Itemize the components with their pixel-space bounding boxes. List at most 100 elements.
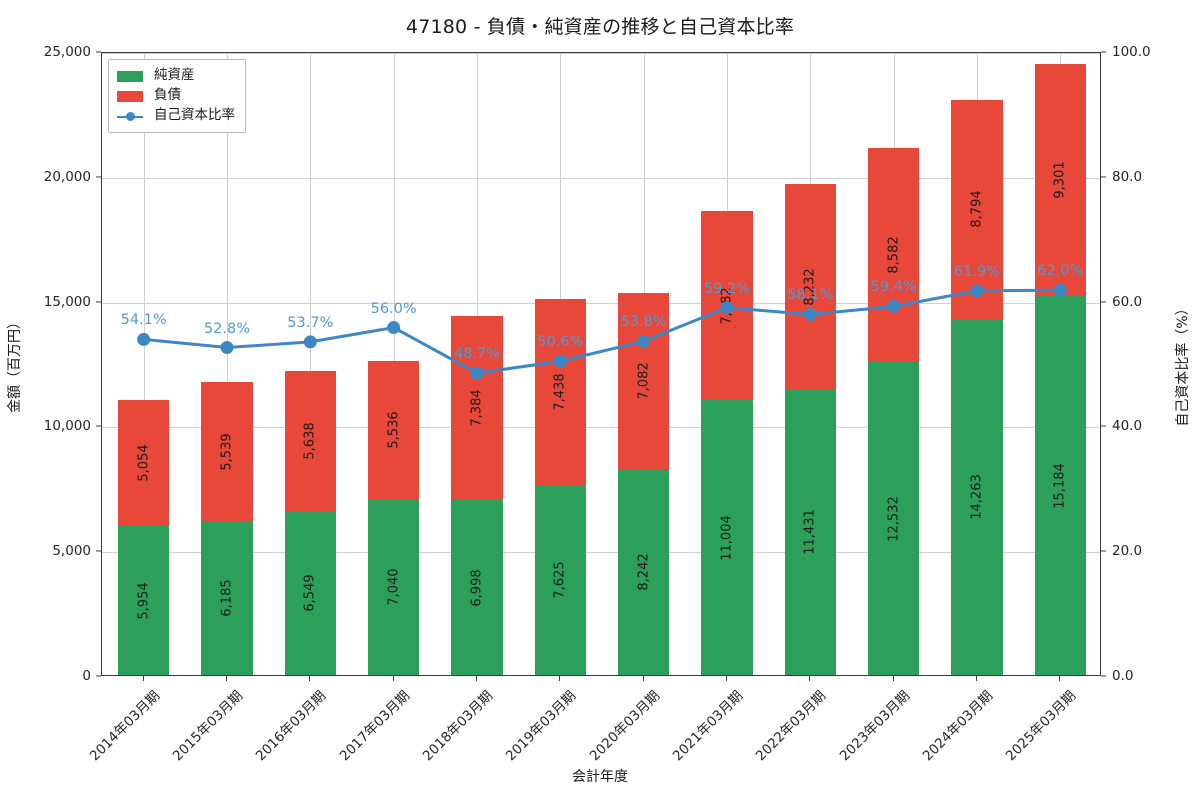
ratio-marker[interactable] bbox=[220, 341, 234, 355]
tick-mark-right bbox=[1101, 425, 1106, 427]
ratio-marker[interactable] bbox=[137, 332, 151, 346]
ratio-data-label: 59.2% bbox=[703, 280, 751, 297]
gridline-horizontal bbox=[102, 552, 1100, 554]
gridline-horizontal bbox=[102, 427, 1100, 429]
y-axis-right-tick: 20.0 bbox=[1112, 543, 1143, 560]
bar-group[interactable]: 7,040 5,536 bbox=[367, 51, 420, 675]
bar-group[interactable]: 15,184 9,301 bbox=[1034, 51, 1087, 675]
gridline-vertical bbox=[310, 53, 311, 675]
bar-segment-equity[interactable]: 7,625 bbox=[534, 484, 587, 675]
tick-mark-left bbox=[96, 425, 101, 427]
bar-group[interactable]: 11,431 8,232 bbox=[784, 51, 837, 675]
tick-mark-x bbox=[893, 676, 895, 681]
bar-group[interactable]: 6,998 7,384 bbox=[451, 51, 503, 675]
tick-mark-x bbox=[309, 676, 311, 681]
tick-mark-left bbox=[96, 675, 101, 677]
bar-segment-equity[interactable]: 6,185 bbox=[201, 520, 253, 675]
legend-label-equity: 純資産 bbox=[154, 67, 195, 84]
ratio-data-label: 53.8% bbox=[620, 314, 667, 331]
bar-segment-equity[interactable]: 7,040 bbox=[367, 499, 420, 675]
bar-group[interactable]: 7,625 7,438 bbox=[534, 51, 587, 675]
y-axis-right-tick: 60.0 bbox=[1112, 293, 1143, 310]
ratio-marker[interactable] bbox=[637, 334, 651, 348]
bar-segment-equity[interactable]: 8,242 bbox=[617, 469, 670, 675]
x-axis-tick: 2021年03月期 bbox=[669, 687, 747, 765]
ratio-marker[interactable] bbox=[303, 335, 317, 349]
bar-segment-equity[interactable]: 12,532 bbox=[867, 362, 920, 675]
legend-swatch-liabilities bbox=[117, 90, 143, 102]
bar-segment-liabilities[interactable]: 7,438 bbox=[534, 299, 587, 485]
legend-item-equity-ratio[interactable]: 自己資本比率 bbox=[117, 106, 235, 126]
y-axis-left-tick: 10,000 bbox=[43, 418, 91, 435]
bar-group[interactable]: 12,532 8,582 bbox=[867, 51, 920, 675]
ratio-line-path bbox=[142, 288, 1062, 375]
bar-segment-liabilities[interactable]: 7,082 bbox=[617, 292, 670, 470]
ratio-marker[interactable] bbox=[803, 307, 817, 321]
ratio-data-label: 61.9% bbox=[953, 263, 1001, 280]
bar-group[interactable]: 8,242 7,082 bbox=[617, 51, 670, 675]
ratio-data-label: 53.7% bbox=[287, 314, 334, 331]
ratio-line-series bbox=[137, 283, 1067, 380]
y-axis-left-tick: 25,000 bbox=[43, 44, 91, 60]
tick-mark-right bbox=[1101, 675, 1106, 677]
bar-segment-liabilities[interactable]: 8,232 bbox=[784, 184, 837, 390]
bar-segment-equity[interactable]: 11,004 bbox=[701, 400, 753, 675]
bar-segment-equity[interactable]: 15,184 bbox=[1034, 296, 1087, 675]
bar-segment-equity[interactable]: 6,549 bbox=[284, 511, 337, 675]
bar-group[interactable]: 6,549 5,638 bbox=[284, 51, 337, 675]
bar-segment-liabilities[interactable]: 5,539 bbox=[201, 382, 253, 521]
chart-legend[interactable]: 純資産 負債 自己資本比率 bbox=[108, 59, 246, 133]
bar-segment-equity[interactable]: 14,263 bbox=[951, 319, 1003, 675]
tick-mark-x bbox=[726, 676, 728, 681]
bar-group[interactable]: 14,263 8,794 bbox=[951, 51, 1003, 675]
gridline-horizontal bbox=[102, 302, 1100, 304]
legend-item-equity[interactable]: 純資産 bbox=[117, 66, 235, 86]
ratio-data-label: 52.8% bbox=[203, 320, 251, 337]
bar-segment-equity[interactable]: 11,431 bbox=[784, 389, 837, 675]
gridline-vertical bbox=[144, 53, 145, 675]
bar-segment-liabilities[interactable]: 7,384 bbox=[451, 316, 503, 501]
chart-title: 47180 - 負債・純資産の推移と自己資本比率 bbox=[405, 16, 795, 38]
bar-segment-equity[interactable]: 6,998 bbox=[451, 500, 503, 675]
x-axis-tick: 2022年03月期 bbox=[753, 687, 830, 765]
tick-mark-x bbox=[393, 676, 395, 681]
legend-marker-icon bbox=[125, 112, 135, 121]
x-axis-tick: 2023年03月期 bbox=[836, 687, 913, 765]
tick-mark-right bbox=[1101, 301, 1106, 303]
y-axis-right-tick: 100.0 bbox=[1112, 44, 1151, 60]
ratio-marker[interactable] bbox=[887, 299, 901, 313]
bar-segment-liabilities[interactable]: 5,054 bbox=[117, 400, 170, 527]
ratio-marker[interactable] bbox=[553, 354, 567, 368]
bar-group[interactable]: 6,185 5,539 bbox=[201, 51, 253, 675]
y-axis-right-tick: 0.0 bbox=[1112, 668, 1134, 684]
bar-segment-equity[interactable]: 5,954 bbox=[117, 526, 170, 675]
x-axis-tick: 2015年03月期 bbox=[169, 687, 247, 765]
legend-item-liabilities[interactable]: 負債 bbox=[117, 86, 235, 106]
ratio-marker[interactable] bbox=[470, 366, 484, 380]
x-axis-tick: 2014年03月期 bbox=[86, 687, 163, 765]
bar-segment-liabilities[interactable]: 5,536 bbox=[367, 361, 420, 500]
legend-swatch-equity bbox=[117, 70, 143, 82]
legend-label-equity-ratio: 自己資本比率 bbox=[154, 107, 235, 124]
ratio-data-label: 62.0% bbox=[1037, 263, 1084, 280]
ratio-marker[interactable] bbox=[720, 301, 734, 315]
ratio-marker[interactable] bbox=[970, 284, 984, 298]
bar-segment-liabilities[interactable]: 8,582 bbox=[867, 148, 920, 363]
bar-segment-liabilities[interactable]: 9,301 bbox=[1034, 63, 1087, 297]
tick-mark-left bbox=[96, 301, 101, 303]
legend-label-liabilities: 負債 bbox=[154, 87, 181, 104]
tick-mark-left bbox=[96, 176, 101, 178]
ratio-data-label: 48.7% bbox=[453, 346, 501, 363]
x-axis-tick: 2025年03月期 bbox=[1003, 687, 1080, 765]
y-axis-left-tick: 15,000 bbox=[43, 293, 91, 310]
tick-mark-right bbox=[1101, 51, 1106, 53]
bar-group[interactable]: 5,954 5,054 bbox=[117, 51, 170, 675]
tick-mark-x bbox=[143, 676, 145, 681]
tick-mark-right bbox=[1101, 550, 1106, 552]
y-axis-right-tick: 40.0 bbox=[1112, 418, 1143, 435]
bar-segment-liabilities[interactable]: 5,638 bbox=[284, 370, 337, 512]
bar-segment-liabilities[interactable]: 8,794 bbox=[951, 99, 1003, 319]
ratio-marker[interactable] bbox=[1053, 283, 1067, 297]
ratio-marker[interactable] bbox=[387, 321, 401, 335]
